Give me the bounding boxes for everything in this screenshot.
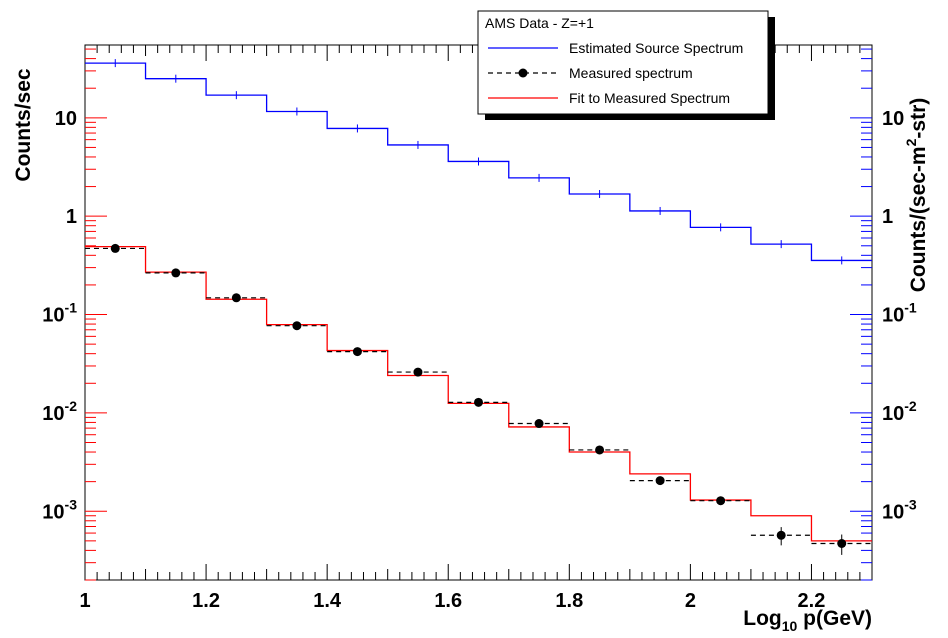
series-measured-point — [292, 321, 302, 331]
y-tick-label-left: 10 — [55, 108, 77, 130]
y-tick-label-left: 10-2 — [42, 398, 77, 425]
legend-label-fit: Fit to Measured Spectrum — [569, 90, 730, 106]
tick-label-base: 10 — [55, 108, 77, 130]
x-tick-label: 1.6 — [434, 590, 462, 612]
series-measured-point — [716, 496, 726, 506]
legend-box — [477, 10, 769, 115]
y-axis-title-right-part1: Counts/(sec-m — [907, 146, 930, 292]
x-axis-title-rest: p(GeV) — [797, 607, 872, 630]
x-tick-label: 1 — [79, 590, 90, 612]
tick-label-base: 10 — [882, 305, 904, 327]
tick-label-base: 10 — [42, 403, 64, 425]
plot-frame — [84, 44, 873, 581]
y-tick-label-left: 1 — [66, 206, 77, 228]
x-axis-title-main: Log — [743, 607, 781, 630]
series-layer — [85, 59, 872, 555]
y-tick-label-right: 10-3 — [882, 496, 917, 523]
series-measured-point — [776, 530, 786, 540]
y-axis-title-right: Counts/(sec-m2-str) — [903, 98, 930, 293]
tick-label-base: 10 — [882, 108, 904, 130]
y-axis-title-left: Counts/sec — [12, 68, 35, 182]
x-tick-label: 2 — [685, 590, 696, 612]
tick-label-base: 10 — [882, 403, 904, 425]
series-measured-point — [352, 347, 362, 357]
tick-label-exponent: -2 — [904, 398, 917, 414]
tick-label-exponent: -1 — [65, 300, 78, 316]
series-measured-point — [110, 243, 120, 253]
series-measured-point — [171, 268, 181, 278]
series-measured-point — [595, 445, 605, 455]
tick-label-base: 10 — [882, 501, 904, 523]
x-tick-label: 2.2 — [798, 590, 826, 612]
tick-label-exponent: -3 — [65, 496, 78, 512]
tick-labels-layer: 1 1.2 1.4 1.6 1.8 2 2.210110-110-210-310110-11… — [42, 108, 917, 612]
y-tick-label-right: 1 — [882, 206, 893, 228]
tick-label-base: 10 — [42, 501, 64, 523]
legend-title: AMS Data - Z=+1 — [485, 15, 594, 31]
y-axis-title-right-superscript: 2 — [903, 138, 919, 146]
y-tick-label-left: 10-3 — [42, 496, 77, 523]
series-measured-point — [655, 476, 665, 486]
x-tick-label: 1.2 — [192, 590, 220, 612]
tick-label-base: 10 — [42, 305, 64, 327]
legend: AMS Data - Z=+1 Estimated Source Spectru… — [477, 10, 775, 120]
series-measured-point — [837, 539, 847, 549]
legend-label-measured: Measured spectrum — [569, 65, 693, 81]
tick-label-exponent: -1 — [904, 300, 917, 316]
x-tick-label: 1.4 — [313, 590, 342, 612]
axis-ticks-layer — [84, 45, 873, 581]
tick-label-base: 1 — [66, 206, 77, 228]
tick-label-base: 1 — [882, 206, 893, 228]
series-measured-point — [474, 397, 483, 407]
x-axis-title: Log10 p(GeV) — [743, 607, 872, 633]
x-tick-label: 1.8 — [555, 590, 583, 612]
legend-marker-measured — [518, 68, 528, 78]
tick-label-exponent: -2 — [65, 398, 78, 414]
x-axis-title-subscript: 10 — [782, 618, 798, 633]
y-axis-title-right-part2: -str) — [907, 98, 930, 139]
tick-label-exponent: -3 — [904, 496, 917, 512]
y-tick-label-right: 10-1 — [882, 300, 917, 327]
series-measured-point — [413, 367, 423, 377]
y-tick-label-left: 10-1 — [42, 300, 77, 327]
legend-label-source: Estimated Source Spectrum — [569, 40, 743, 56]
y-tick-label-right: 10-2 — [882, 398, 917, 425]
series-measured-point — [534, 419, 544, 429]
series-measured-point — [231, 293, 241, 303]
y-tick-label-right: 10 — [882, 108, 904, 130]
